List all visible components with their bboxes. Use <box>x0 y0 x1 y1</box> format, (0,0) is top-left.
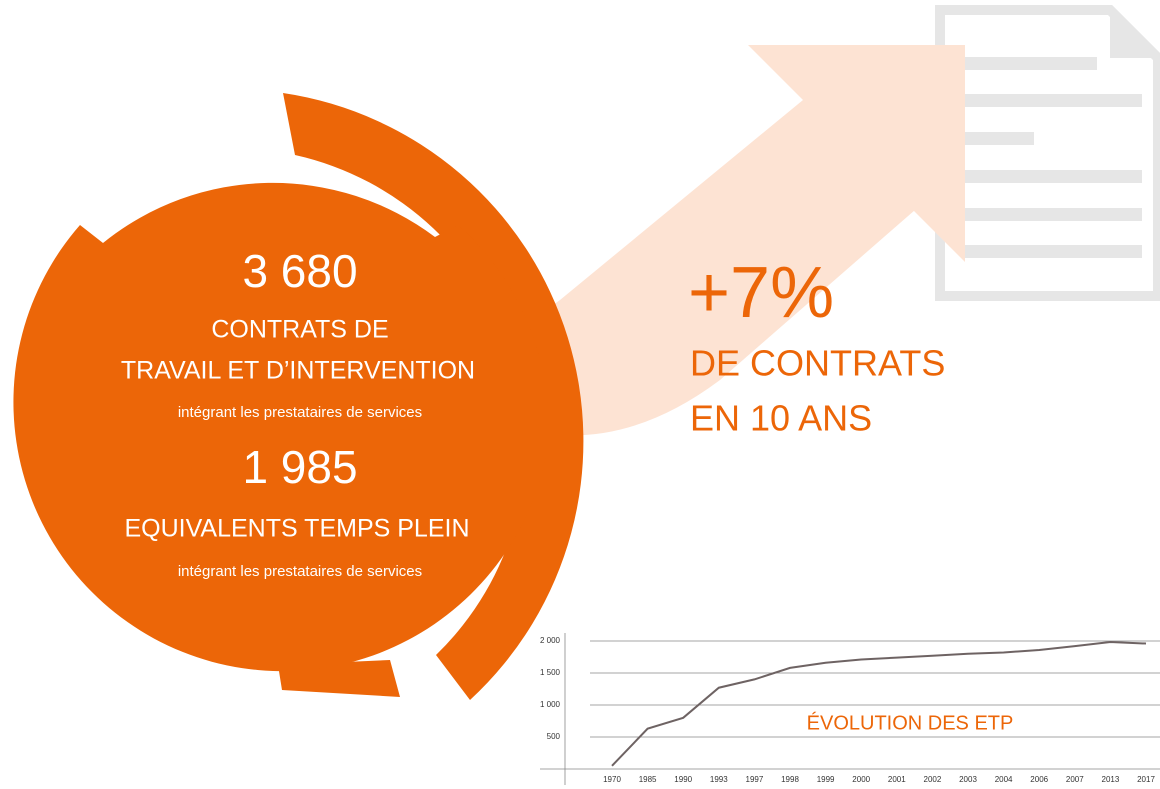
x-tick-label: 1993 <box>710 775 728 784</box>
line <box>611 640 1147 767</box>
contracts-note: intégrant les prestataires de services <box>178 404 422 421</box>
document-icon <box>935 5 1160 301</box>
x-tick-label: 2013 <box>1102 775 1120 784</box>
x-tick-label: 2004 <box>995 775 1013 784</box>
x-tick-label: 1998 <box>781 775 799 784</box>
x-tick-label: 2003 <box>959 775 977 784</box>
y-tick-label: 1 000 <box>540 700 561 709</box>
x-tick-label: 2000 <box>852 775 870 784</box>
x-tick-label: 2007 <box>1066 775 1084 784</box>
fte-number: 1 985 <box>242 441 357 493</box>
chart-title: ÉVOLUTION DES ETP <box>807 711 1014 734</box>
x-tick-label: 1985 <box>639 775 657 784</box>
y-tick-label: 500 <box>547 732 561 741</box>
x-tick-label: 1997 <box>746 775 764 784</box>
ring-arc <box>283 93 584 700</box>
growth-arrow-tail <box>540 130 915 436</box>
y-tick-label: 2 000 <box>540 636 561 645</box>
x-tick-label: 1970 <box>603 775 621 784</box>
y-tick-label: 1 500 <box>540 668 561 677</box>
growth-value: +7% <box>688 253 834 333</box>
x-tick-label: 1999 <box>817 775 835 784</box>
line-chart: 500 1 000 1 500 2 000 1970 1985 1990 1993 1997 19… <box>540 633 1160 785</box>
fte-note: intégrant les prestataires de services <box>178 563 422 580</box>
x-tick-label: 1990 <box>674 775 692 784</box>
contracts-label: CONTRATS DE <box>211 316 388 344</box>
growth-label: DE CONTRATS <box>690 343 945 384</box>
growth-arrow <box>480 45 965 340</box>
x-tick-label: 2001 <box>888 775 906 784</box>
fte-label: EQUIVALENTS TEMPS PLEIN <box>124 515 469 543</box>
contracts-number: 3 680 <box>242 245 357 297</box>
contracts-label: TRAVAIL ET D’INTERVENTION <box>121 357 475 385</box>
x-tick-label: 2006 <box>1030 775 1048 784</box>
disk <box>13 182 549 672</box>
x-tick-label: 2002 <box>924 775 942 784</box>
x-tick-label: 2017 <box>1137 775 1155 784</box>
growth-label: EN 10 ANS <box>690 398 872 439</box>
